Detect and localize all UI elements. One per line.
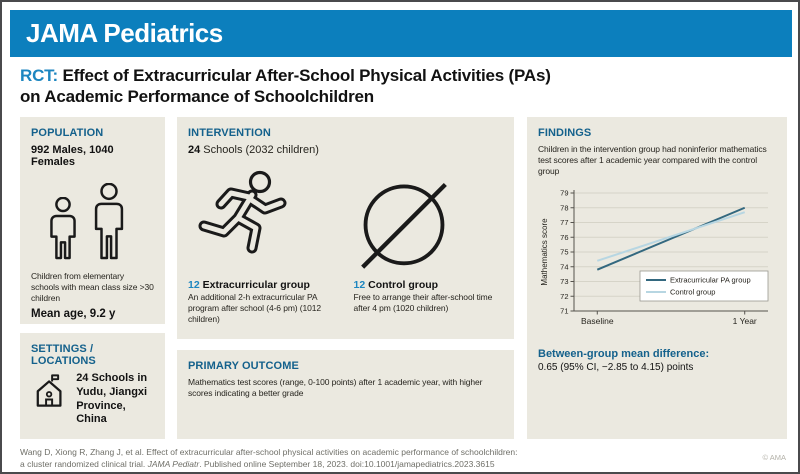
study-title-line2: on Academic Performance of Schoolchildre…: [20, 87, 374, 106]
intervention-schools: 24 Schools (2032 children): [188, 144, 319, 156]
findings-heading: FINDINGS: [538, 127, 592, 139]
runner-icon: [198, 170, 287, 254]
runner-icon-box: [188, 160, 338, 272]
extracurricular-group-name: 12 Extracurricular group: [188, 279, 310, 291]
population-description: Children from elementary schools with me…: [31, 271, 154, 304]
difference-value: 0.65 (95% CI, −2.85 to 4.15) points: [538, 361, 694, 373]
settings-text: 24 Schools in Yudu, Jiangxi Province, Ch…: [76, 372, 148, 426]
primary-outcome-panel: PRIMARY OUTCOME Mathematics test scores …: [177, 350, 514, 439]
population-icons: [43, 177, 154, 263]
svg-text:Mathematics score: Mathematics score: [540, 218, 549, 286]
prohibited-icon-box: [354, 160, 504, 272]
svg-text:79: 79: [560, 188, 568, 197]
study-title-line1: RCT: Effect of Extracurricular After-Sch…: [20, 66, 551, 85]
citation: Wang D, Xiong R, Zhang J, et al. Effect …: [20, 446, 660, 471]
svg-text:74: 74: [560, 262, 568, 271]
settings-heading: SETTINGS / LOCATIONS: [31, 343, 96, 367]
prohibited-circle-icon: [360, 182, 447, 269]
citation-line2: a cluster randomized clinical trial. JAM…: [20, 459, 495, 470]
primary-outcome-heading: PRIMARY OUTCOME: [188, 360, 299, 372]
findings-summary: Children in the intervention group had n…: [538, 144, 767, 177]
difference-label: Between-group mean difference:: [538, 347, 710, 360]
svg-text:73: 73: [560, 277, 568, 286]
intervention-panel: INTERVENTION 24 Schools (2032 children) …: [177, 117, 514, 339]
svg-text:75: 75: [560, 247, 568, 256]
svg-text:77: 77: [560, 218, 568, 227]
female-figure-icon: [50, 197, 76, 260]
control-group-description: Free to arrange their after-school time …: [353, 292, 493, 314]
population-heading: POPULATION: [31, 127, 104, 139]
settings-row: 24 Schools in Yudu, Jiangxi Province, Ch…: [31, 372, 154, 427]
control-group-name: 12 Control group: [353, 279, 439, 291]
svg-text:78: 78: [560, 203, 568, 212]
school-building-icon: [36, 374, 62, 407]
svg-text:76: 76: [560, 233, 568, 242]
journal-header-band: JAMA Pediatrics: [10, 10, 792, 57]
svg-text:Control group: Control group: [670, 287, 715, 296]
mathematics-score-chart: 71 72 73 74 75 76 77 78 79 Baseline 1 Year Mathemat…: [538, 187, 776, 339]
journal-title: JAMA Pediatrics: [26, 18, 223, 48]
svg-text:71: 71: [560, 306, 568, 315]
between-group-difference: Between-group mean difference: 0.65 (95%…: [538, 348, 776, 373]
journal-name: JAMA Pediatr: [147, 459, 200, 470]
findings-panel: FINDINGS Children in the intervention gr…: [527, 117, 787, 439]
settings-panel: SETTINGS / LOCATIONS 24 Schools in Yudu,…: [20, 333, 165, 439]
population-panel: POPULATION 992 Males, 1040 Females Child…: [20, 117, 165, 324]
male-figure-icon: [94, 183, 124, 260]
primary-outcome-text: Mathematics test scores (range, 0-100 po…: [188, 377, 483, 399]
population-mean-age: Mean age, 9.2 y: [31, 307, 116, 320]
svg-text:1 Year: 1 Year: [733, 316, 757, 326]
citation-line1: Wang D, Xiong R, Zhang J, et al. Effect …: [20, 447, 518, 457]
svg-text:Baseline: Baseline: [581, 316, 614, 326]
extracurricular-group: 12 Extracurricular group An additional 2…: [188, 160, 338, 325]
copyright-notice: © AMA: [762, 453, 786, 462]
extracurricular-group-description: An additional 2-h extracurricular PA pro…: [188, 292, 322, 325]
intervention-groups: 12 Extracurricular group An additional 2…: [188, 160, 503, 325]
svg-text:Extracurricular PA group: Extracurricular PA group: [670, 275, 751, 284]
population-stat: 992 Males, 1040 Females: [31, 144, 114, 168]
control-group: 12 Control group Free to arrange their a…: [354, 160, 504, 325]
study-title: RCT: Effect of Extracurricular After-Sch…: [20, 65, 770, 107]
intervention-heading: INTERVENTION: [188, 127, 271, 139]
rct-tag: RCT:: [20, 66, 58, 85]
svg-text:72: 72: [560, 292, 568, 301]
